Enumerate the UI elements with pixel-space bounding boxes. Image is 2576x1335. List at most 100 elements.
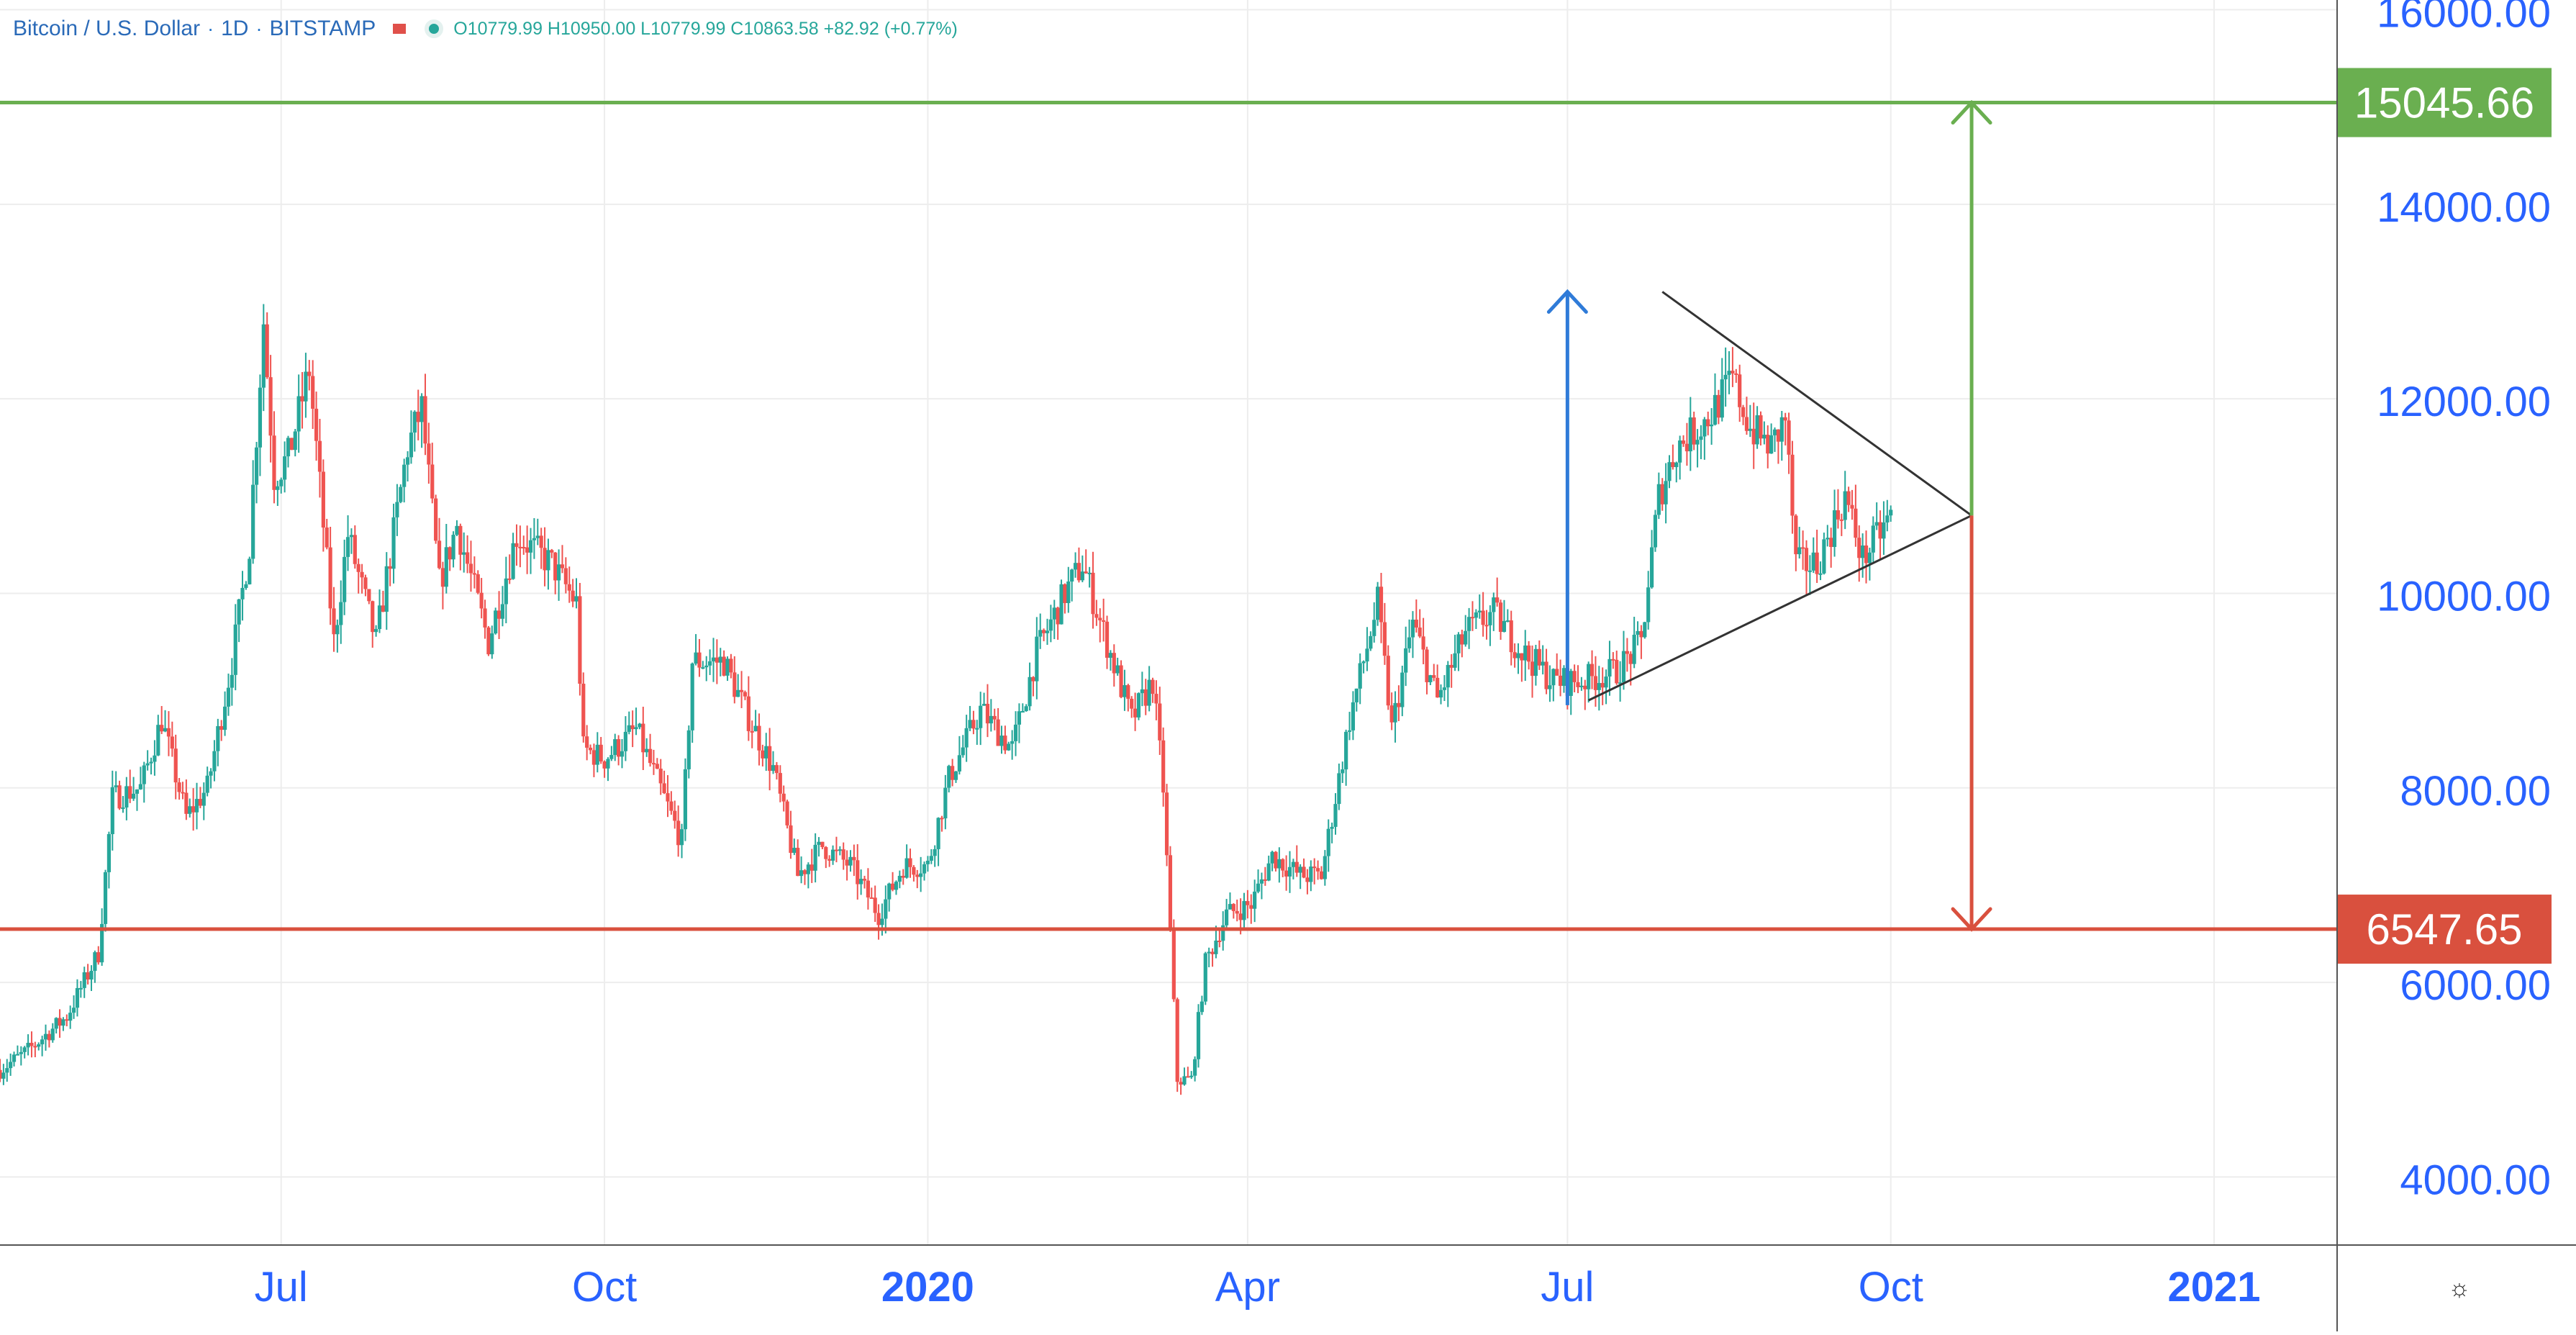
candle-body — [384, 566, 389, 612]
candle-body — [1249, 905, 1253, 909]
exchange-label[interactable]: BITSTAMP — [269, 17, 376, 40]
candle-body — [1857, 538, 1861, 558]
candle-body — [1168, 855, 1173, 930]
candle-body — [1646, 587, 1651, 623]
candle-body — [645, 748, 649, 753]
candle-body — [595, 744, 599, 765]
candle-body — [1551, 669, 1556, 686]
candle-body — [1066, 581, 1071, 603]
candle-body — [1073, 563, 1078, 570]
interval-label[interactable]: 1D — [221, 17, 249, 40]
symbol-name[interactable]: Bitcoin / U.S. Dollar — [13, 17, 201, 40]
candle-body — [1154, 694, 1158, 704]
candle-body — [676, 820, 681, 846]
candle-body — [1766, 435, 1770, 454]
x-tick-label: 2020 — [881, 1264, 974, 1311]
symbol-legend[interactable]: Bitcoin / U.S. Dollar · 1D · BITSTAMP O1… — [13, 14, 958, 43]
candle-body — [1783, 417, 1787, 421]
candle-body — [1151, 679, 1155, 694]
candle-body — [845, 859, 849, 866]
candle-body — [289, 438, 294, 451]
flag-icon[interactable] — [393, 24, 407, 34]
candle-body — [381, 605, 385, 612]
candle-body — [1826, 538, 1830, 540]
candle-body — [268, 377, 273, 436]
candle-body — [276, 486, 280, 490]
candle-body — [827, 859, 832, 861]
candle-body — [1442, 687, 1447, 690]
candle-body — [412, 412, 417, 433]
candle-body — [1744, 417, 1749, 431]
candle-body — [173, 748, 178, 783]
candle-body — [1414, 620, 1418, 628]
candle-body — [339, 602, 343, 625]
candle-body — [925, 861, 930, 864]
candle-body — [1164, 792, 1169, 856]
candle-body — [1196, 1012, 1201, 1059]
candle-body — [1274, 851, 1278, 869]
candle-body — [1404, 648, 1408, 673]
candle-body — [768, 746, 772, 771]
candle-body — [884, 899, 888, 919]
candle-body — [683, 769, 688, 830]
candle-body — [451, 535, 455, 560]
candle-body — [539, 535, 543, 548]
candle-body — [771, 765, 776, 771]
candle-body — [1762, 435, 1767, 439]
candle-body — [142, 765, 146, 784]
candle-body — [1618, 682, 1623, 684]
candle-body — [1488, 612, 1492, 625]
candle-body — [1656, 484, 1661, 515]
candle-body — [1787, 420, 1791, 455]
candle-body — [68, 1013, 73, 1021]
candle-body — [1294, 861, 1299, 873]
candle-body — [1091, 572, 1095, 615]
candle-body — [1587, 664, 1591, 689]
candle-body — [40, 1039, 45, 1045]
candle-body — [1751, 428, 1756, 445]
candle-body — [1533, 648, 1538, 676]
candle-body — [496, 610, 502, 619]
settings-icon[interactable]: ☼ — [2448, 1275, 2471, 1302]
candle-body — [897, 875, 902, 882]
candle-body — [462, 552, 466, 555]
candle-body — [796, 848, 800, 877]
candle-body — [841, 849, 845, 860]
candle-body — [26, 1043, 30, 1048]
candle-body — [1312, 866, 1317, 869]
x-tick-label: 2021 — [2168, 1264, 2261, 1311]
candle-body — [1284, 870, 1289, 877]
candle-body — [581, 684, 586, 737]
candle-body — [585, 736, 589, 748]
candle-body — [1193, 1059, 1197, 1076]
candle-body — [1112, 653, 1116, 674]
candle-body — [1772, 429, 1777, 435]
candle-body — [1723, 374, 1728, 380]
candle-body — [201, 792, 206, 806]
candle-body — [440, 568, 445, 587]
candle-body — [1400, 672, 1405, 707]
candle-body — [1238, 913, 1243, 920]
candle-body — [321, 471, 325, 528]
candle-body — [507, 578, 512, 580]
candle-body — [1621, 651, 1626, 683]
candle-body — [1576, 682, 1580, 687]
candle-body — [1759, 415, 1763, 439]
candle-body — [1716, 394, 1720, 418]
candle-body — [1470, 617, 1475, 619]
candle-body — [746, 696, 750, 731]
candle-body — [279, 479, 284, 487]
candle-body — [1102, 620, 1106, 622]
candle-body — [1418, 627, 1422, 637]
candle-body — [1031, 676, 1035, 682]
candle-body — [1087, 572, 1092, 574]
candle-body — [666, 793, 670, 802]
candle-body — [1720, 379, 1724, 418]
candle-body — [423, 396, 427, 444]
candle-body — [1854, 508, 1858, 538]
candle-body — [1484, 625, 1489, 627]
candle-body — [1358, 663, 1362, 689]
candle-body — [1684, 443, 1690, 452]
